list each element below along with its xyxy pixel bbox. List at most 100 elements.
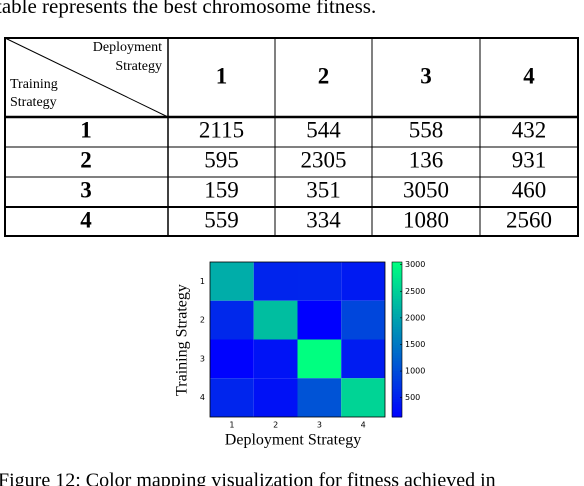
plot-frame xyxy=(209,261,386,418)
corner-top: Deployment xyxy=(93,40,162,55)
cell: 2115 xyxy=(199,117,244,142)
heat-cell xyxy=(253,300,298,340)
colorbar-band xyxy=(392,331,402,335)
heat-cell xyxy=(297,339,342,379)
cell: 595 xyxy=(204,147,239,172)
colorbar-band xyxy=(392,303,402,307)
corner-bottom: Training xyxy=(10,77,58,92)
x-axis-label: Deployment Strategy xyxy=(225,432,361,449)
colorbar-band xyxy=(392,336,402,340)
cell: 931 xyxy=(512,147,547,172)
colorbar-band xyxy=(392,277,402,281)
colorbar-band xyxy=(392,313,402,317)
column-header: 3 xyxy=(420,63,432,88)
colorbar-band xyxy=(392,414,402,418)
colorbar-band xyxy=(392,321,402,325)
colorbar-band xyxy=(392,391,402,395)
colorbar-band xyxy=(392,305,402,309)
y-tick-label: 3 xyxy=(200,354,205,363)
colorbar-band xyxy=(392,373,402,377)
colorbar-band xyxy=(392,318,402,322)
colorbar-band xyxy=(392,411,402,415)
colorbar-tick-label: 1000 xyxy=(405,367,425,376)
colorbar-band xyxy=(392,367,402,371)
corner-top: Strategy xyxy=(115,59,162,74)
colorbar-band xyxy=(392,295,402,299)
colorbar-band xyxy=(392,386,402,390)
heat-cell xyxy=(210,378,254,417)
colorbar-band xyxy=(392,360,402,364)
colorbar-band xyxy=(392,264,402,268)
colorbar-band xyxy=(392,300,402,304)
colorbar-band xyxy=(392,262,402,266)
cell: 558 xyxy=(409,117,444,142)
row-header: 2 xyxy=(80,147,92,172)
y-tick-label: 1 xyxy=(200,277,205,286)
column-header: 2 xyxy=(318,63,330,88)
cell: 432 xyxy=(512,117,547,142)
caption: Figure 12: Color mapping visualization f… xyxy=(0,470,496,486)
heat-cell xyxy=(341,378,385,417)
colorbar-band xyxy=(392,362,402,366)
colorbar-band xyxy=(392,378,402,382)
colorbar-band xyxy=(392,401,402,405)
colorbar-tick-label: 3000 xyxy=(405,260,425,269)
colorbar-band xyxy=(392,324,402,328)
colorbar-band xyxy=(392,406,402,410)
cell: 544 xyxy=(306,117,341,142)
row-header: 4 xyxy=(80,207,92,232)
colorbar-band xyxy=(392,280,402,284)
colorbar-band xyxy=(392,355,402,359)
y-tick-label: 4 xyxy=(200,393,205,402)
colorbar-band xyxy=(392,357,402,361)
colorbar-band xyxy=(392,370,402,374)
cell: 559 xyxy=(204,207,239,232)
colorbar-band xyxy=(392,347,402,351)
cell: 2560 xyxy=(506,207,552,232)
colorbar-band xyxy=(392,342,402,346)
cell: 460 xyxy=(512,177,547,202)
colorbar-frame xyxy=(391,261,403,418)
colorbar-tick-label: 500 xyxy=(405,393,420,402)
colorbar-band xyxy=(392,404,402,408)
heat-cell xyxy=(341,300,385,340)
heat-cell xyxy=(341,262,385,301)
colorbar-band xyxy=(392,398,402,402)
colorbar-band xyxy=(392,326,402,330)
heat-cell xyxy=(253,339,298,379)
colorbar-band xyxy=(392,329,402,333)
colorbar-band xyxy=(392,380,402,384)
colorbar-band xyxy=(392,293,402,297)
colorbar-tick-label: 2000 xyxy=(405,313,425,322)
heat-cell xyxy=(253,378,298,417)
colorbar-band xyxy=(392,274,402,278)
colorbar-band xyxy=(392,339,402,343)
intro-text: table represents the best chromosome fit… xyxy=(0,0,376,18)
cell: 2305 xyxy=(301,147,347,172)
x-tick-label: 4 xyxy=(361,421,366,430)
colorbar-band xyxy=(392,267,402,271)
y-axis-label: Training Strategy xyxy=(174,284,191,396)
x-tick-label: 2 xyxy=(273,421,278,430)
row-header: 3 xyxy=(80,177,92,202)
row-header: 1 xyxy=(80,117,92,142)
colorbar-band xyxy=(392,272,402,276)
heat-cell xyxy=(297,300,342,340)
cell: 3050 xyxy=(403,177,449,202)
x-tick-label: 3 xyxy=(317,421,322,430)
colorbar-band xyxy=(392,349,402,353)
corner-bottom: Strategy xyxy=(10,95,57,110)
heat-cell xyxy=(210,339,254,379)
heat-cell xyxy=(297,378,342,417)
colorbar-band xyxy=(392,383,402,387)
heat-cell xyxy=(297,262,342,301)
colorbar-band xyxy=(392,282,402,286)
colorbar-band xyxy=(392,269,402,273)
colorbar-band xyxy=(392,308,402,312)
table-lines xyxy=(4,37,579,237)
heat-cell xyxy=(253,262,298,301)
cell: 334 xyxy=(306,207,341,232)
heat-cell xyxy=(341,339,385,379)
colorbar-tick-label: 2500 xyxy=(405,287,425,296)
